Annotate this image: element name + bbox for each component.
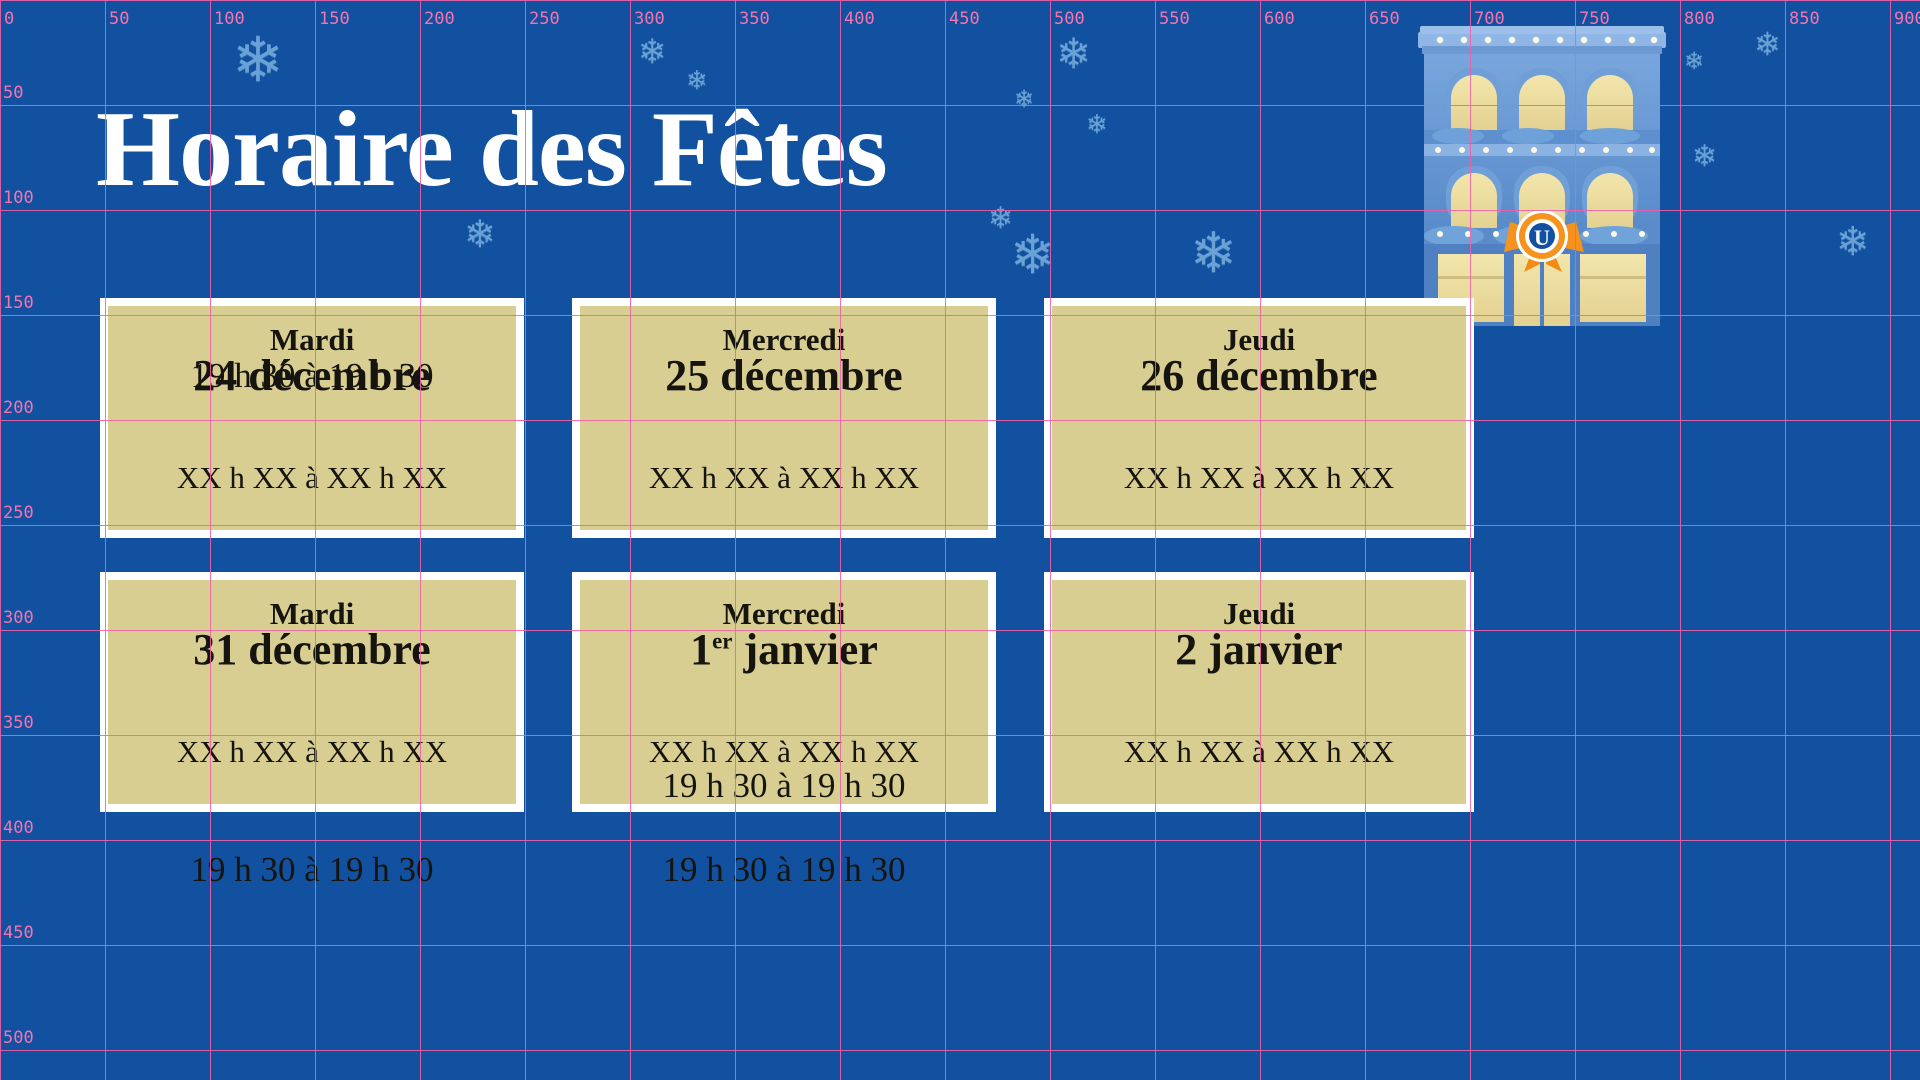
- u-logo-badge: U: [1516, 210, 1568, 262]
- schedule-card-body: Jeudi 26 décembre XX h XX à XX h XX: [1052, 306, 1466, 530]
- schedule-card[interactable]: Mardi 31 décembre XX h XX à XX h XX 19 h…: [100, 572, 524, 887]
- schedule-card-body: Mercredi 1er janvier XX h XX à XX h XX 1…: [580, 580, 988, 887]
- card-hours-placeholder: XX h XX à XX h XX: [176, 460, 448, 495]
- card-hours-placeholder: XX h XX à XX h XX: [648, 734, 920, 769]
- card-date: 26 décembre: [1140, 351, 1378, 400]
- card-weekday: Jeudi: [1222, 596, 1296, 631]
- page-title: Horaire des Fêtes: [96, 90, 888, 209]
- card-hours-actual: 19 h 30 à 19 h 30: [190, 356, 434, 395]
- card-hours-placeholder: XX h XX à XX h XX: [648, 460, 920, 495]
- schedule-card[interactable]: Jeudi 2 janvier XX h XX à XX h XX: [1044, 572, 1474, 812]
- schedule-card-body: Mardi 24 décembre 19 h 30 à 19 h 30 XX h…: [108, 306, 516, 530]
- card-weekday: Mercredi: [722, 596, 846, 631]
- card-date: 25 décembre: [665, 351, 903, 400]
- card-hours-placeholder: XX h XX à XX h XX: [176, 734, 448, 769]
- schedule-card-body: Jeudi 2 janvier XX h XX à XX h XX: [1052, 580, 1466, 804]
- card-weekday: Jeudi: [1222, 322, 1296, 357]
- card-weekday: Mardi: [269, 322, 355, 357]
- schedule-card[interactable]: Jeudi 26 décembre XX h XX à XX h XX: [1044, 298, 1474, 538]
- storefront-illustration: U: [1418, 26, 1666, 326]
- card-date-month: janvier: [732, 625, 878, 674]
- schedule-card-body: Mardi 31 décembre XX h XX à XX h XX 19 h…: [108, 580, 516, 887]
- svg-text:U: U: [1534, 225, 1550, 250]
- schedule-card[interactable]: Mardi 24 décembre 19 h 30 à 19 h 30 XX h…: [100, 298, 524, 538]
- card-weekday: Mardi: [269, 596, 355, 631]
- card-date: 1er janvier: [580, 628, 988, 672]
- schedule-card-body: Mercredi 25 décembre XX h XX à XX h XX: [580, 306, 988, 530]
- card-weekday: Mercredi: [722, 322, 846, 357]
- schedule-card[interactable]: Mercredi 25 décembre XX h XX à XX h XX: [572, 298, 996, 538]
- card-date: 2 janvier: [1175, 625, 1343, 674]
- card-date: 31 décembre: [193, 625, 431, 674]
- card-date: 24 décembre: [193, 351, 431, 400]
- schedule-card[interactable]: Mercredi 1er janvier XX h XX à XX h XX 1…: [572, 572, 996, 887]
- card-hours-actual-secondary: 19 h 30 à 19 h 30: [662, 850, 906, 889]
- card-date-day: 1: [690, 625, 713, 674]
- card-date-ordinal: er: [712, 628, 733, 654]
- card-hours-actual: 19 h 30 à 19 h 30: [662, 766, 906, 805]
- card-hours-placeholder: XX h XX à XX h XX: [1123, 734, 1395, 769]
- card-hours-placeholder: XX h XX à XX h XX: [1123, 460, 1395, 495]
- card-hours-actual: 19 h 30 à 19 h 30: [190, 850, 434, 889]
